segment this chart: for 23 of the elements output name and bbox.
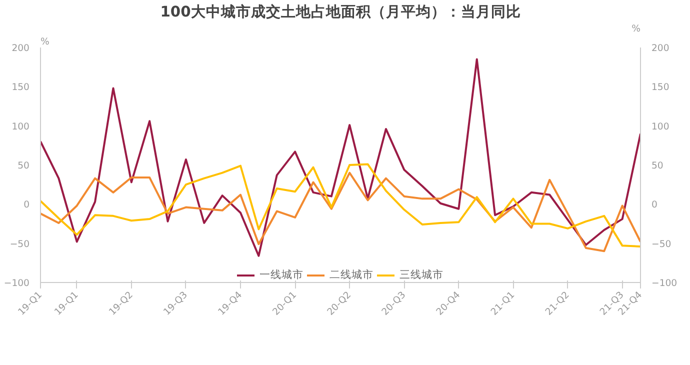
y2-tick-label: 50 xyxy=(652,160,664,172)
y2-tick-label: 0 xyxy=(652,200,658,211)
y2-tick-label: −100 xyxy=(652,278,678,289)
y-tick-label: 100 xyxy=(12,121,30,132)
y-tick-label: −100 xyxy=(4,278,30,289)
y2-tick-label: −50 xyxy=(652,238,672,250)
legend-label: 一线城市 xyxy=(260,268,304,282)
y2-tick-label: 150 xyxy=(652,82,670,94)
y-tick-label: 0 xyxy=(24,200,30,211)
line-series xyxy=(40,58,640,257)
y2-axis-title: % xyxy=(632,24,641,34)
legend-label: 二线城市 xyxy=(330,268,374,282)
y-tick-label: 200 xyxy=(12,43,30,54)
y2-tick-label: 100 xyxy=(652,121,670,132)
line-series xyxy=(40,172,640,252)
line-series xyxy=(40,163,640,248)
y-axis-title: % xyxy=(40,36,50,48)
y-tick-label: −50 xyxy=(10,238,30,250)
chart-title: 100大中城市成交土地占地面积（月平均）：当月同比 xyxy=(160,2,521,20)
y2-tick-label: 200 xyxy=(652,43,670,54)
y-tick-label: 150 xyxy=(12,82,30,94)
legend-label: 三线城市 xyxy=(400,268,444,282)
y-tick-label: 50 xyxy=(18,160,30,172)
